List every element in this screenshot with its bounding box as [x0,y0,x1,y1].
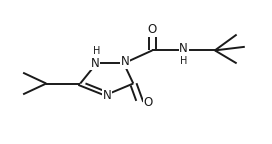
Text: N: N [103,89,112,102]
Text: N: N [91,57,100,70]
Text: N: N [179,42,188,55]
Text: H: H [180,56,187,66]
Text: O: O [148,23,157,36]
Text: O: O [144,96,153,109]
Text: H: H [93,46,101,56]
Text: N: N [120,55,129,68]
